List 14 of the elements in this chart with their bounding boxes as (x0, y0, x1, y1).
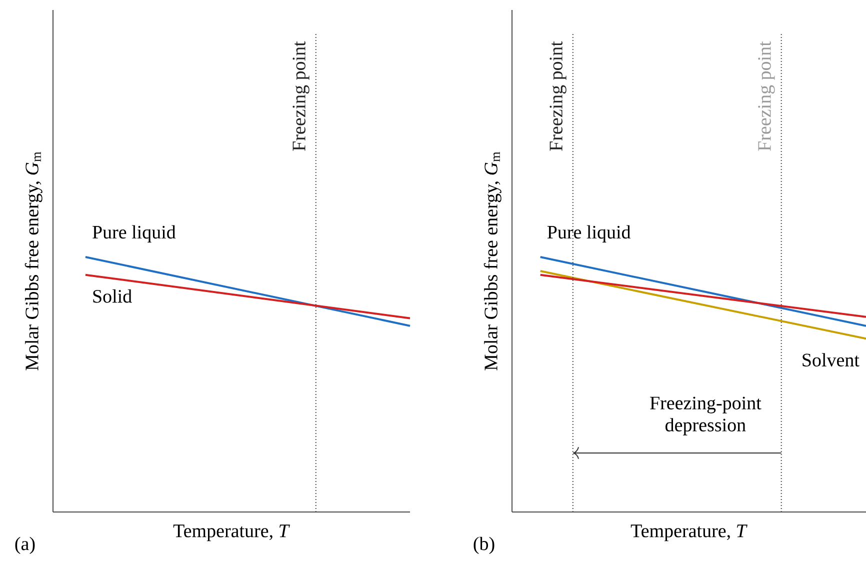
y-axis-title: Molar Gibbs free energy, G$_{m}$ (484, 152, 502, 370)
text: Freezing point (758, 41, 775, 151)
x-axis-title: Temperature, T (630, 524, 748, 542)
text: Freezing point (550, 41, 566, 151)
text: Freezing point (292, 41, 310, 151)
text: (b) (474, 536, 494, 554)
series-label: Solvent (802, 353, 860, 367)
text: (a) (15, 536, 35, 554)
y-axis-title: Molar Gibbs free energy, G$_{m}$ (24, 152, 42, 370)
series-label: Solid (93, 289, 132, 303)
series-label: Pure liquid (92, 225, 176, 242)
series-label: Pure liquid (547, 225, 631, 242)
x-axis-title: Temperature, T (173, 524, 290, 542)
annotation: Freezing-point depression (650, 396, 762, 436)
